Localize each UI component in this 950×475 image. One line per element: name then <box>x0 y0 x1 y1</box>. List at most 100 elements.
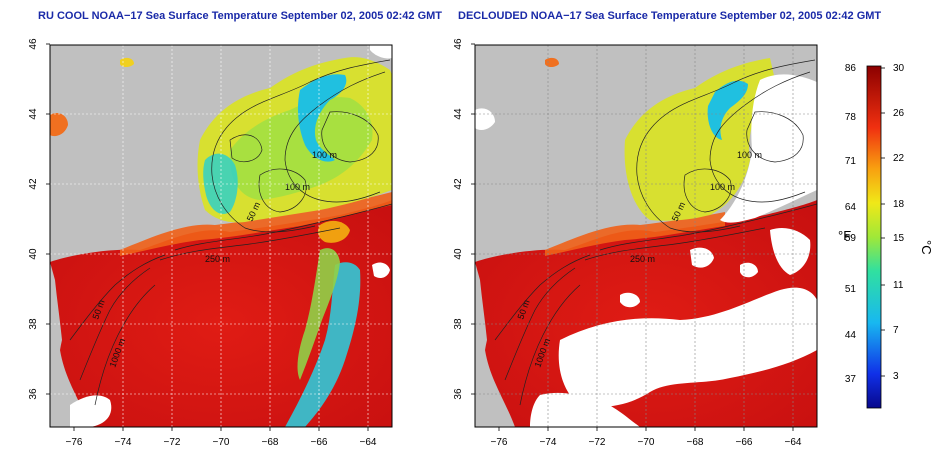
cold-water-region <box>297 74 347 162</box>
left-map-panel: 100 m 100 m 50 m 250 m 50 m 1000 m <box>49 44 393 428</box>
x-axis-tick-label: −76 <box>66 437 83 448</box>
contour-label: 100 m <box>285 182 310 192</box>
y-axis-tick-label: 46 <box>453 38 464 50</box>
x-axis-tick-label: −68 <box>262 437 279 448</box>
y-axis-tick-label: 44 <box>453 108 464 120</box>
contour-line <box>211 59 391 233</box>
celsius-tick-label: 26 <box>893 108 905 119</box>
contour-line <box>504 267 576 381</box>
fahrenheit-tick-label: 51 <box>845 284 857 295</box>
left-panel-title: RU COOL NOAA−17 Sea Surface Temperature … <box>38 10 443 22</box>
contour-line <box>159 227 341 261</box>
cool-water-inner <box>229 97 373 200</box>
temperature-colorbar: °F °C 86 78 71 64 59 51 44 37 30 26 22 18 15 11 7 3 <box>838 63 934 409</box>
contour-line <box>79 267 151 381</box>
colorbar-ticks: 86 78 71 64 59 51 44 37 30 26 22 18 15 11 7 3 <box>845 63 905 385</box>
contour-line <box>519 284 581 406</box>
cold-water-region <box>707 80 748 140</box>
y-axis-tick-label: 44 <box>28 108 39 120</box>
bathymetry-contours <box>494 59 817 406</box>
isolated-yellow-patch <box>120 57 134 67</box>
contour-line <box>258 168 307 213</box>
coastal-land-cut <box>50 262 62 427</box>
fahrenheit-tick-label: 86 <box>845 63 857 74</box>
celsius-tick-label: 7 <box>893 325 899 336</box>
colorbar-gradient <box>866 65 882 409</box>
contour-line <box>584 227 766 261</box>
y-axis-tick-label: 42 <box>28 178 39 190</box>
contour-line <box>494 254 591 341</box>
celsius-label: °C <box>919 240 934 255</box>
warm-eddy-patch <box>317 220 350 243</box>
x-axis-tick-label: −72 <box>589 437 606 448</box>
contour-line <box>94 284 156 406</box>
x-axis-tick-label: −64 <box>785 437 802 448</box>
y-axis-tick-label: 46 <box>28 38 39 50</box>
celsius-tick-label: 3 <box>893 371 899 382</box>
fahrenheit-tick-label: 37 <box>845 374 857 385</box>
contour-label: 250 m <box>205 254 230 264</box>
axes-layer: −76 −74 −72 −70 −68 −66 −64 36 38 40 42 44 46 −76 −74 −… <box>28 38 802 448</box>
celsius-tick-label: 18 <box>893 199 905 210</box>
fahrenheit-tick-label: 71 <box>845 156 857 167</box>
contour-line <box>69 254 166 341</box>
contour-line <box>746 111 804 163</box>
contour-line <box>636 59 816 233</box>
contour-line <box>683 168 732 213</box>
coastal-land-cut <box>475 262 487 427</box>
cloud-mask-offshore-patches <box>620 247 758 308</box>
contour-label: 100 m <box>312 150 337 160</box>
map-gridlines <box>475 45 817 427</box>
isolated-orange-patch <box>50 113 68 137</box>
shelf-cool-streak <box>285 262 361 427</box>
contour-line <box>174 203 392 251</box>
x-axis-tick-label: −76 <box>491 437 508 448</box>
celsius-tick-label: 30 <box>893 63 905 74</box>
map-gridlines <box>50 45 392 427</box>
contour-line <box>709 71 811 203</box>
x-axis-tick-label: −66 <box>311 437 328 448</box>
contour-label: 250 m <box>630 254 655 264</box>
orange-transition-band <box>545 212 725 256</box>
fahrenheit-tick-label: 59 <box>845 233 857 244</box>
x-axis-tick-label: −74 <box>540 437 557 448</box>
fahrenheit-tick-label: 64 <box>845 202 857 213</box>
fahrenheit-tick-label: 44 <box>845 330 857 341</box>
cloud-pixels-2 <box>372 262 390 278</box>
y-axis-tick-label: 36 <box>453 388 464 400</box>
y-axis-tick-label: 38 <box>28 318 39 330</box>
fahrenheit-tick-label: 78 <box>845 112 857 123</box>
contour-line <box>229 134 263 163</box>
cloud-pixels <box>70 395 112 427</box>
celsius-tick-label: 11 <box>893 280 904 291</box>
y-axis-tick-label: 40 <box>28 248 39 260</box>
contour-label: 100 m <box>737 150 762 160</box>
x-axis-tick-label: −64 <box>360 437 377 448</box>
cloud-mask-east <box>770 228 811 275</box>
fahrenheit-label: °F <box>838 228 851 243</box>
contour-line <box>599 203 817 251</box>
right-panel-title: DECLOUDED NOAA−17 Sea Surface Temperatur… <box>458 10 882 22</box>
right-map-panel: 100 m 100 m 50 m 250 m 50 m 1000 m <box>474 44 818 428</box>
x-axis-tick-label: −74 <box>115 437 132 448</box>
x-axis-tick-label: −66 <box>736 437 753 448</box>
y-axis-tick-label: 42 <box>453 178 464 190</box>
cloud-pixels-3 <box>370 45 392 59</box>
celsius-tick-label: 15 <box>893 233 905 244</box>
y-axis-tick-label: 38 <box>453 318 464 330</box>
cloud-mask-south <box>558 287 817 407</box>
y-axis-tick-label: 36 <box>28 388 39 400</box>
contour-line <box>284 71 386 203</box>
x-axis-tick-label: −72 <box>164 437 181 448</box>
isolated-orange-patch <box>545 57 559 67</box>
x-axis-tick-label: −70 <box>213 437 230 448</box>
contour-line <box>321 111 379 163</box>
x-axis-tick-label: −68 <box>687 437 704 448</box>
x-axis-tick-label: −70 <box>638 437 655 448</box>
cloud-mask-southwest <box>530 392 640 427</box>
bathymetry-contours <box>69 59 392 406</box>
celsius-tick-label: 22 <box>893 153 905 164</box>
contour-label: 100 m <box>710 182 735 192</box>
y-axis-tick-label: 40 <box>453 248 464 260</box>
